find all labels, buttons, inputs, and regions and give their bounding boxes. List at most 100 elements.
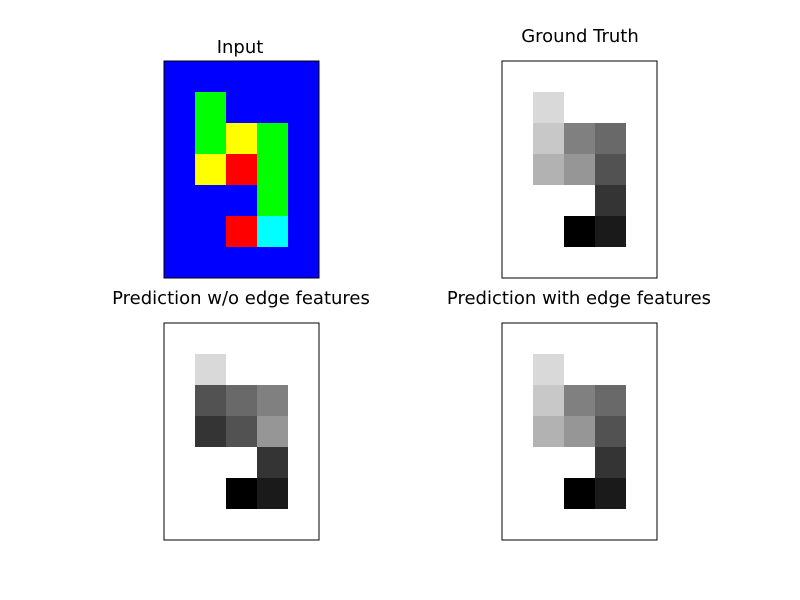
heatmap-cell-r5-c2 [226,478,257,509]
heatmap-cell-r4-c3 [257,185,288,216]
heatmap-cell-r0-c1 [533,323,564,354]
heatmap-cell-r5-c4 [626,478,657,509]
heatmap-cell-r4-c1 [533,185,564,216]
heatmap-cell-r6-c4 [626,509,657,540]
axes-frame-ground-truth [501,60,658,279]
heatmap-cell-r4-c1 [195,185,226,216]
heatmap-cell-r3-c0 [164,416,195,447]
heatmap-cell-r4-c0 [164,447,195,478]
heatmap-cell-r1-c2 [564,354,595,385]
heatmap-cell-r5-c1 [533,216,564,247]
heatmap-cell-r5-c3 [595,216,626,247]
heatmap-cell-r0-c3 [595,61,626,92]
heatmap-cell-r0-c4 [288,323,319,354]
heatmap-cells-input [164,61,319,278]
heatmap-cells-ground-truth [502,61,657,278]
heatmap-cell-r0-c2 [564,61,595,92]
heatmap-cell-r2-c3 [257,385,288,416]
heatmap-cell-r4-c3 [595,447,626,478]
heatmap-cell-r6-c2 [226,247,257,278]
heatmap-cell-r6-c0 [164,509,195,540]
heatmap-cell-r2-c0 [502,385,533,416]
heatmap-cell-r0-c2 [564,323,595,354]
heatmap-cell-r4-c3 [595,185,626,216]
heatmap-cell-r3-c0 [502,416,533,447]
heatmap-cell-r2-c1 [195,123,226,154]
heatmap-cell-r5-c4 [288,216,319,247]
heatmap-cell-r1-c3 [257,354,288,385]
heatmap-cell-r5-c0 [164,216,195,247]
heatmap-cell-r4-c0 [502,185,533,216]
heatmap-cell-r1-c1 [533,92,564,123]
heatmap-cell-r5-c1 [195,216,226,247]
heatmap-cell-r2-c1 [533,123,564,154]
heatmap-cell-r3-c2 [226,154,257,185]
heatmap-cell-r0-c4 [288,61,319,92]
heatmap-cell-r2-c2 [226,385,257,416]
heatmap-cell-r4-c0 [502,447,533,478]
heatmap-cell-r5-c0 [502,216,533,247]
heatmap-cell-r1-c2 [226,354,257,385]
heatmap-cell-r5-c1 [195,478,226,509]
heatmap-cell-r0-c1 [195,61,226,92]
heatmap-cell-r1-c4 [626,92,657,123]
heatmap-cell-r6-c0 [164,247,195,278]
heatmap-cell-r5-c2 [564,478,595,509]
heatmap-cell-r1-c0 [502,92,533,123]
heatmap-cell-r0-c4 [626,323,657,354]
heatmap-cell-r3-c2 [564,154,595,185]
heatmap-cell-r1-c1 [533,354,564,385]
heatmap-cell-r4-c1 [533,447,564,478]
heatmap-cell-r2-c4 [288,123,319,154]
heatmap-cell-r0-c2 [226,61,257,92]
panel-prediction-with-edge: Prediction with edge features [447,288,711,541]
heatmap-cell-r5-c4 [288,478,319,509]
panel-ground-truth: Ground Truth [501,26,658,279]
heatmap-cell-r0-c3 [257,61,288,92]
heatmap-cell-r3-c3 [595,416,626,447]
heatmap-cell-r2-c0 [164,385,195,416]
heatmap-cell-r6-c0 [502,509,533,540]
axes-frame-prediction-without-edge [163,322,320,541]
heatmap-cell-r3-c4 [288,416,319,447]
heatmap-cell-r0-c2 [226,323,257,354]
heatmap-cell-r2-c0 [164,123,195,154]
heatmap-cell-r4-c4 [288,185,319,216]
heatmap-cell-r6-c3 [595,509,626,540]
heatmap-cell-r4-c2 [226,447,257,478]
heatmap-cell-r3-c1 [195,154,226,185]
heatmap-cell-r5-c0 [164,478,195,509]
heatmap-cell-r2-c3 [595,385,626,416]
heatmap-cell-r2-c4 [626,385,657,416]
heatmap-cell-r4-c2 [564,447,595,478]
heatmap-cell-r0-c1 [195,323,226,354]
panel-title-ground-truth: Ground Truth [521,26,639,47]
heatmap-cell-r1-c2 [226,92,257,123]
heatmap-cell-r3-c4 [626,416,657,447]
heatmap-cell-r3-c2 [226,416,257,447]
heatmap-cell-r5-c0 [502,478,533,509]
heatmap-cell-r1-c0 [502,354,533,385]
heatmap-cell-r6-c1 [195,509,226,540]
panel-title-prediction-with-edge: Prediction with edge features [447,288,711,309]
heatmap-cell-r2-c4 [626,123,657,154]
heatmap-cell-r3-c4 [288,154,319,185]
heatmap-cell-r6-c2 [564,509,595,540]
heatmap-cell-r6-c4 [288,247,319,278]
heatmap-cell-r1-c1 [195,354,226,385]
heatmap-cell-r3-c1 [533,416,564,447]
heatmap-cell-r6-c4 [626,247,657,278]
heatmap-cell-r4-c1 [195,447,226,478]
heatmap-cell-r5-c3 [257,478,288,509]
panel-title-input: Input [217,37,264,58]
heatmap-cell-r2-c2 [226,123,257,154]
heatmap-cells-prediction-with-edge [502,323,657,540]
heatmap-cell-r0-c3 [257,323,288,354]
heatmap-cell-r2-c2 [564,123,595,154]
heatmap-cell-r2-c3 [595,123,626,154]
heatmap-cell-r3-c0 [164,154,195,185]
heatmap-cell-r0-c4 [626,61,657,92]
heatmap-cell-r1-c4 [288,354,319,385]
